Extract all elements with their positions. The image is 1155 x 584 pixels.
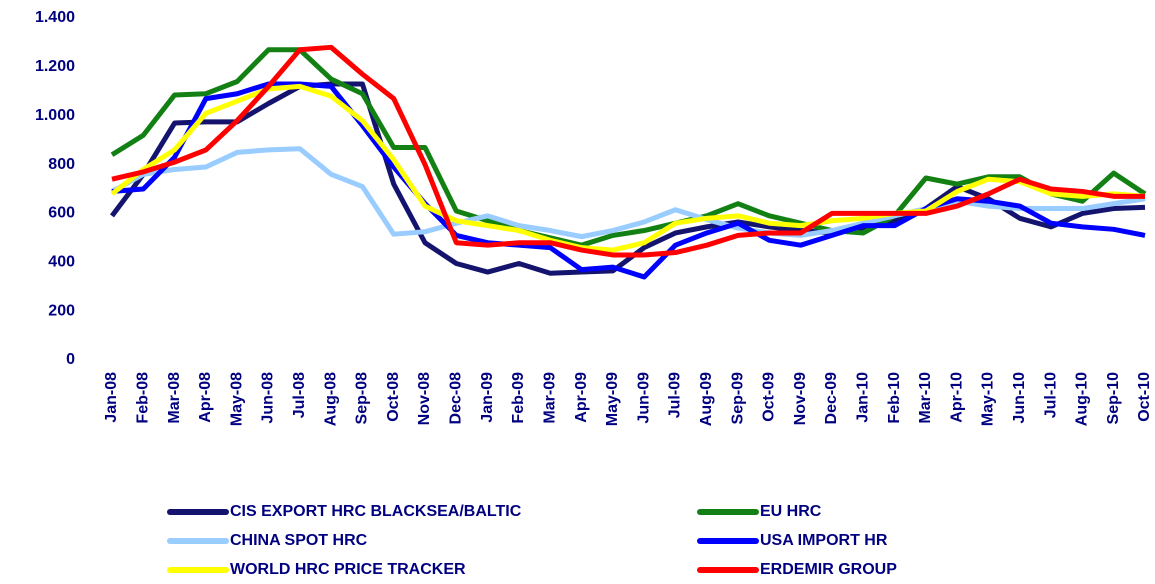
x-tick-label: Jan-10 (854, 372, 871, 423)
x-tick-label: Apr-08 (197, 372, 214, 423)
y-tick-label: 1.000 (35, 107, 75, 124)
x-tick-label: Feb-08 (135, 372, 152, 424)
y-tick-label: 600 (48, 205, 75, 222)
x-tick-label: Oct-08 (385, 372, 402, 422)
legend-label: EU HRC (760, 503, 822, 520)
x-tick-label: Oct-10 (1136, 372, 1153, 422)
x-tick-label: Feb-10 (886, 372, 903, 424)
y-tick-label: 800 (48, 156, 75, 173)
y-tick-label: 400 (48, 254, 75, 271)
x-tick-label: Feb-09 (510, 372, 527, 424)
x-tick-label: May-09 (604, 372, 621, 426)
x-tick-label: May-08 (228, 372, 245, 426)
x-tick-label: Aug-09 (698, 372, 715, 426)
legend-label: USA IMPORT HR (760, 532, 888, 549)
x-tick-label: Nov-08 (416, 372, 433, 425)
x-tick-label: Mar-10 (917, 372, 934, 424)
x-tick-label: Aug-08 (322, 372, 339, 426)
x-tick-label: Dec-09 (823, 372, 840, 425)
x-tick-label: Sep-10 (1105, 372, 1122, 425)
y-tick-label: 1.200 (35, 58, 75, 75)
x-tick-label: Oct-09 (761, 372, 778, 422)
y-tick-label: 0 (66, 351, 75, 368)
legend-label: CIS EXPORT HRC BLACKSEA/BALTIC (230, 503, 522, 520)
x-tick-label: Apr-09 (573, 372, 590, 423)
x-tick-label: Jan-08 (103, 372, 120, 423)
x-tick-label: Jul-08 (291, 372, 308, 418)
series-line (111, 44, 1145, 258)
x-tick-label: Nov-09 (792, 372, 809, 425)
series-line (110, 47, 1147, 248)
series-line (110, 146, 1146, 240)
y-tick-label: 1.400 (35, 9, 75, 26)
x-tick-label: Jan-09 (479, 372, 496, 423)
x-tick-label: May-10 (980, 372, 997, 426)
legend-label: ERDEMIR GROUP (760, 561, 897, 578)
x-tick-label: Dec-08 (448, 372, 465, 425)
x-tick-label: Jun-09 (635, 372, 652, 424)
x-tick-label: Sep-08 (354, 372, 371, 425)
x-tick-label: Aug-10 (1074, 372, 1091, 426)
x-tick-label: Sep-09 (729, 372, 746, 425)
x-tick-label: Mar-08 (166, 372, 183, 424)
x-tick-label: Jun-08 (260, 372, 277, 424)
x-tick-label: Jul-10 (1042, 372, 1059, 418)
legend-label: WORLD HRC PRICE TRACKER (230, 561, 466, 578)
legend-label: CHINA SPOT HRC (230, 532, 368, 549)
series-line (110, 83, 1146, 253)
y-tick-label: 200 (48, 302, 75, 319)
x-tick-label: Jun-10 (1011, 372, 1028, 424)
x-tick-label: Apr-10 (948, 372, 965, 423)
series-line (110, 81, 1146, 276)
x-tick-label: Jul-09 (667, 372, 684, 418)
x-tick-label: Mar-09 (541, 372, 558, 424)
